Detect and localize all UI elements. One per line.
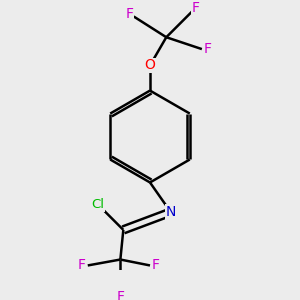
Text: O: O [145, 58, 155, 72]
Text: F: F [116, 290, 124, 300]
Text: F: F [192, 1, 200, 15]
Text: F: F [125, 7, 133, 20]
Text: F: F [204, 42, 212, 56]
Text: N: N [166, 205, 176, 219]
Text: F: F [78, 259, 86, 272]
Text: F: F [152, 259, 160, 272]
Text: Cl: Cl [92, 198, 105, 211]
